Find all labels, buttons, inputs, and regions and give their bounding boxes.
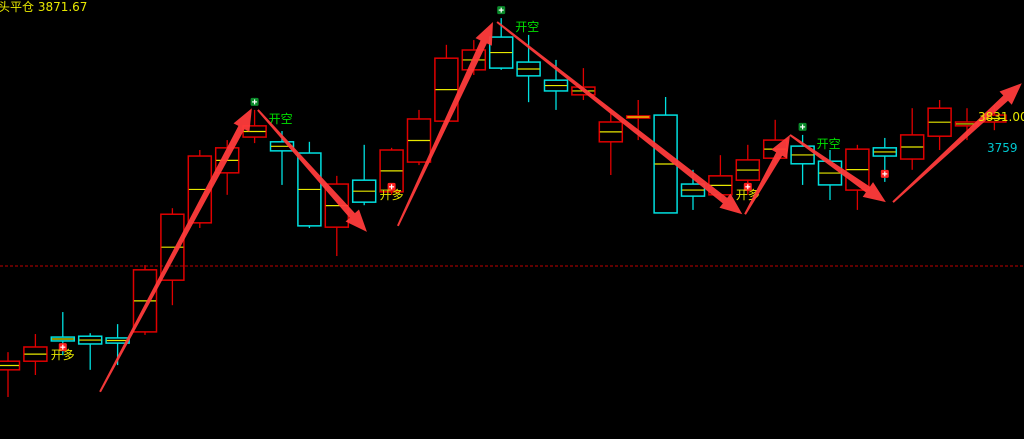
- candle-body: [160, 213, 185, 281]
- short-signal-label: 开空: [269, 112, 293, 126]
- candle-body: [735, 159, 761, 181]
- trend-arrow: [496, 21, 743, 215]
- trend-arrow: [396, 21, 493, 227]
- candle-body: [899, 134, 925, 160]
- short-signal-label: 开空: [515, 20, 539, 34]
- candle-body: [543, 79, 569, 92]
- candle-body: [23, 346, 48, 362]
- short-signal-label: 开空: [817, 137, 841, 151]
- trend-arrow: [744, 134, 790, 215]
- candle-body: [598, 121, 624, 143]
- candle-body: [488, 36, 514, 69]
- candle-body: [0, 360, 21, 371]
- candle-body: [324, 183, 350, 228]
- candle-body: [625, 115, 651, 119]
- candle-body: [50, 336, 76, 342]
- candle-body: [297, 152, 322, 227]
- position-close-label: 头平仓 3871.67: [0, 0, 88, 14]
- trend-arrow: [257, 109, 367, 232]
- candle-body: [269, 141, 295, 152]
- candle-body: [516, 61, 541, 77]
- candle-body: [680, 183, 706, 197]
- last-price-label: 3831.00: [978, 110, 1024, 124]
- candle-body: [790, 145, 815, 165]
- candle-body: [379, 149, 404, 193]
- candle-body: [872, 147, 898, 157]
- candle-body: [927, 107, 952, 137]
- candle-body: [77, 335, 103, 345]
- candle-body: [351, 179, 377, 203]
- candle-body: [571, 86, 596, 96]
- candle-body: [845, 148, 870, 191]
- trend-arrow: [99, 108, 252, 393]
- price-label: 3759: [987, 141, 1018, 155]
- long-signal-label: 开多: [51, 348, 75, 362]
- candle-body: [132, 269, 158, 333]
- long-signal-label: 开多: [380, 188, 404, 202]
- candle-body: [406, 118, 432, 163]
- trend-arrow: [892, 83, 1022, 203]
- trend-arrow: [789, 134, 886, 203]
